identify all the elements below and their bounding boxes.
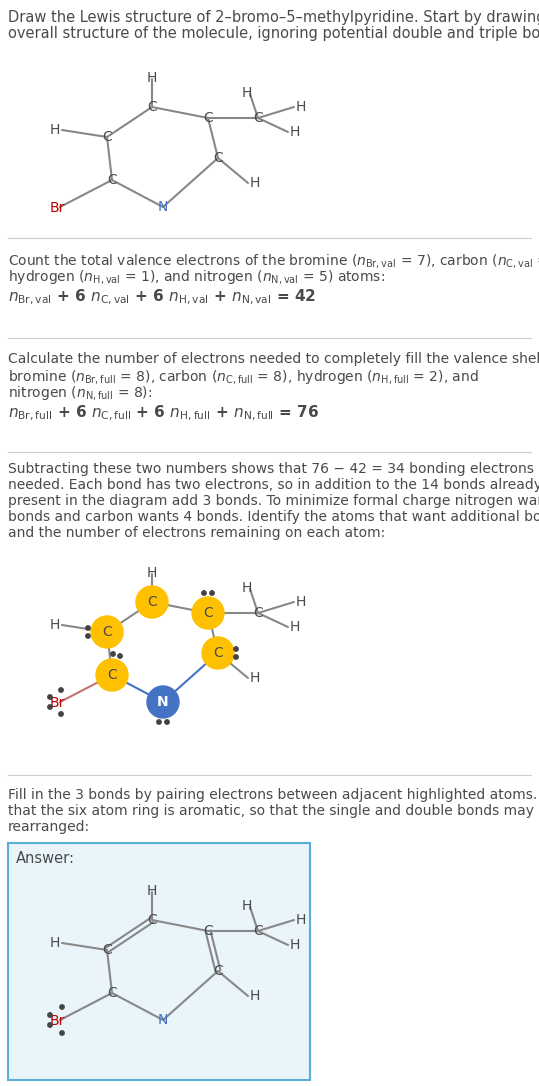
Text: hydrogen ($n_{\mathrm{H,val}}$ = 1), and nitrogen ($n_{\mathrm{N,val}}$ = 5) ato: hydrogen ($n_{\mathrm{H,val}}$ = 1), and… [8, 268, 385, 286]
Text: C: C [107, 986, 117, 1000]
Text: C: C [253, 111, 263, 125]
Text: H: H [290, 125, 300, 139]
Text: H: H [242, 899, 252, 913]
Text: rearranged:: rearranged: [8, 820, 90, 834]
Text: H: H [242, 581, 252, 595]
Circle shape [48, 1013, 52, 1018]
Circle shape [86, 626, 90, 630]
Text: Fill in the 3 bonds by pairing electrons between adjacent highlighted atoms. Not: Fill in the 3 bonds by pairing electrons… [8, 788, 539, 801]
Text: C: C [147, 913, 157, 927]
Text: bonds and carbon wants 4 bonds. Identify the atoms that want additional bonds: bonds and carbon wants 4 bonds. Identify… [8, 510, 539, 525]
Text: C: C [102, 943, 112, 957]
Text: H: H [296, 100, 306, 114]
Text: nitrogen ($n_{\mathrm{N,full}}$ = 8):: nitrogen ($n_{\mathrm{N,full}}$ = 8): [8, 384, 153, 402]
FancyBboxPatch shape [8, 843, 310, 1079]
Text: Br: Br [49, 201, 65, 215]
Text: H: H [147, 71, 157, 85]
Text: overall structure of the molecule, ignoring potential double and triple bonds:: overall structure of the molecule, ignor… [8, 26, 539, 41]
Circle shape [192, 597, 224, 629]
Text: H: H [250, 671, 260, 685]
Text: C: C [102, 626, 112, 639]
Text: C: C [147, 595, 157, 609]
Text: C: C [213, 964, 223, 978]
Circle shape [157, 720, 161, 724]
Text: C: C [213, 151, 223, 165]
Text: H: H [296, 913, 306, 927]
Circle shape [60, 1031, 64, 1035]
Text: $n_{\mathrm{Br,full}}$ + 6 $n_{\mathrm{C,full}}$ + 6 $n_{\mathrm{H,full}}$ + $n_: $n_{\mathrm{Br,full}}$ + 6 $n_{\mathrm{C… [8, 404, 319, 424]
Circle shape [202, 637, 234, 669]
Text: H: H [290, 620, 300, 634]
Circle shape [48, 695, 52, 699]
Text: bromine ($n_{\mathrm{Br,full}}$ = 8), carbon ($n_{\mathrm{C,full}}$ = 8), hydrog: bromine ($n_{\mathrm{Br,full}}$ = 8), ca… [8, 368, 479, 386]
Text: H: H [296, 595, 306, 609]
Circle shape [202, 591, 206, 595]
Circle shape [210, 591, 214, 595]
Circle shape [59, 687, 63, 692]
Text: C: C [147, 100, 157, 114]
Text: present in the diagram add 3 bonds. To minimize formal charge nitrogen wants 3: present in the diagram add 3 bonds. To m… [8, 494, 539, 508]
Text: N: N [157, 695, 169, 709]
Circle shape [111, 652, 115, 656]
Text: Br: Br [49, 696, 65, 710]
Circle shape [96, 659, 128, 691]
Text: H: H [290, 938, 300, 952]
Text: C: C [203, 606, 213, 620]
Text: that the six atom ring is aromatic, so that the single and double bonds may be: that the six atom ring is aromatic, so t… [8, 804, 539, 818]
Text: C: C [213, 646, 223, 660]
Text: Answer:: Answer: [16, 851, 75, 866]
Text: Draw the Lewis structure of 2–bromo–5–methylpyridine. Start by drawing the: Draw the Lewis structure of 2–bromo–5–me… [8, 10, 539, 25]
Circle shape [136, 586, 168, 618]
Text: H: H [250, 989, 260, 1003]
Circle shape [48, 705, 52, 709]
Text: Calculate the number of electrons needed to completely fill the valence shells f: Calculate the number of electrons needed… [8, 352, 539, 366]
Text: Br: Br [49, 1014, 65, 1028]
Circle shape [60, 1005, 64, 1009]
Text: C: C [253, 606, 263, 620]
Text: N: N [158, 1013, 168, 1027]
Text: H: H [250, 176, 260, 190]
Text: Count the total valence electrons of the bromine ($n_{\mathrm{Br,val}}$ = 7), ca: Count the total valence electrons of the… [8, 252, 539, 270]
Circle shape [234, 655, 238, 659]
Text: C: C [203, 111, 213, 125]
Text: H: H [242, 86, 252, 100]
Text: $n_{\mathrm{Br,val}}$ + 6 $n_{\mathrm{C,val}}$ + 6 $n_{\mathrm{H,val}}$ + $n_{\m: $n_{\mathrm{Br,val}}$ + 6 $n_{\mathrm{C,… [8, 288, 316, 307]
Text: H: H [147, 566, 157, 580]
Circle shape [165, 720, 169, 724]
Text: and the number of electrons remaining on each atom:: and the number of electrons remaining on… [8, 526, 385, 540]
Circle shape [234, 647, 238, 652]
Text: C: C [102, 130, 112, 144]
Text: C: C [107, 668, 117, 682]
Text: H: H [50, 618, 60, 632]
Circle shape [91, 616, 123, 648]
Circle shape [48, 1023, 52, 1027]
Circle shape [118, 654, 122, 658]
Text: C: C [203, 924, 213, 938]
Text: H: H [147, 884, 157, 898]
Circle shape [147, 686, 179, 718]
Circle shape [86, 634, 90, 639]
Text: N: N [158, 200, 168, 214]
Text: H: H [50, 936, 60, 950]
Circle shape [59, 711, 63, 716]
Text: Subtracting these two numbers shows that 76 − 42 = 34 bonding electrons are: Subtracting these two numbers shows that… [8, 462, 539, 476]
Text: C: C [107, 173, 117, 187]
Text: H: H [50, 123, 60, 137]
Text: C: C [253, 924, 263, 938]
Text: needed. Each bond has two electrons, so in addition to the 14 bonds already: needed. Each bond has two electrons, so … [8, 478, 539, 492]
